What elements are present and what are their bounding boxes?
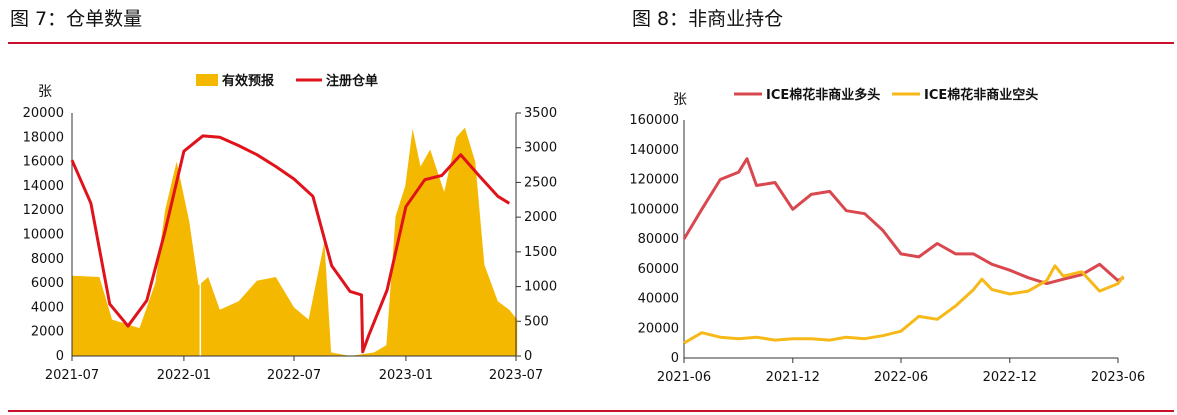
chart2-legend-label-long: ICE棉花非商业多头 [766,87,880,103]
chart1-x-tick-label: 2022-07 [267,368,321,383]
chart1-y-right-tick-label: 0 [524,349,532,364]
chart1-y-right-tick-label: 2500 [524,175,557,190]
chart1-x-tick-label: 2023-07 [489,368,543,383]
chart1-y-left-tick-label: 12000 [23,203,64,218]
chart2-y-tick-label: 160000 [629,113,679,128]
chart2-y-tick-label: 20000 [638,321,679,336]
figure-7-title: 图 7：仓单数量 [10,8,143,30]
chart1-y-right-tick-label: 500 [524,314,549,329]
chart1-y-left-tick-label: 8000 [31,252,64,267]
chart2-y-tick-label: 120000 [629,173,679,188]
chart1-y-right-tick-label: 3000 [524,141,557,156]
chart1-y-right-tick-label: 2000 [524,210,557,225]
chart2-y-tick-label: 100000 [629,202,679,217]
chart1-y-left-tick-label: 18000 [23,130,64,145]
chart1-line-series-registered-receipts [70,134,511,354]
chart1-y-right-tick-label: 3500 [524,106,557,121]
warehouse-receipts-chart: 张200001800016000140001200010000800060004… [23,73,557,383]
chart2-x-tick-label: 2022-12 [983,370,1037,385]
chart1-y-right-tick-label: 1500 [524,245,557,260]
chart2-y-tick-label: 60000 [638,262,679,277]
chart1-y-left-tick-label: 20000 [23,106,64,121]
chart2-unit-label: 张 [673,92,687,108]
chart2-x-tick-label: 2021-12 [766,370,820,385]
bottom-divider [8,410,1174,412]
chart2-y-tick-label: 140000 [629,143,679,158]
chart2-x-tick-label: 2023-06 [1091,370,1145,385]
chart2-x-tick-label: 2022-06 [874,370,928,385]
chart1-y-left-tick-label: 0 [56,349,64,364]
chart1-legend-label-line: 注册仓单 [326,73,378,89]
chart1-unit-label: 张 [38,84,52,100]
chart1-y-left-tick-label: 16000 [23,155,64,170]
chart1-y-right-tick-label: 1000 [524,280,557,295]
chart2-legend-label-short: ICE棉花非商业空头 [924,87,1038,103]
chart1-y-left-tick-label: 14000 [23,179,64,194]
chart2-line-series-short [683,264,1125,345]
chart1-legend-label-bar: 有效预报 [222,73,275,89]
chart1-legend-swatch-bar [196,74,218,86]
chart2-x-tick-label: 2021-06 [657,370,711,385]
chart1-x-tick-label: 2022-01 [157,368,211,383]
chart1-y-left-tick-label: 6000 [31,276,64,291]
chart1-x-tick-label: 2023-01 [379,368,433,383]
chart2-y-tick-label: 0 [671,351,679,366]
chart1-bar-series-effective-forecast [72,127,518,356]
figure-8-title: 图 8：非商业持仓 [632,8,784,30]
chart2-line-series-long [682,157,1125,286]
top-divider [8,42,1174,44]
chart1-y-left-tick-label: 4000 [31,300,64,315]
chart2-y-tick-label: 40000 [638,292,679,307]
chart1-y-left-tick-label: 10000 [23,228,64,243]
chart1-y-left-tick-label: 2000 [31,325,64,340]
chart2-y-tick-label: 80000 [638,232,679,247]
chart1-x-tick-label: 2021-07 [45,368,99,383]
